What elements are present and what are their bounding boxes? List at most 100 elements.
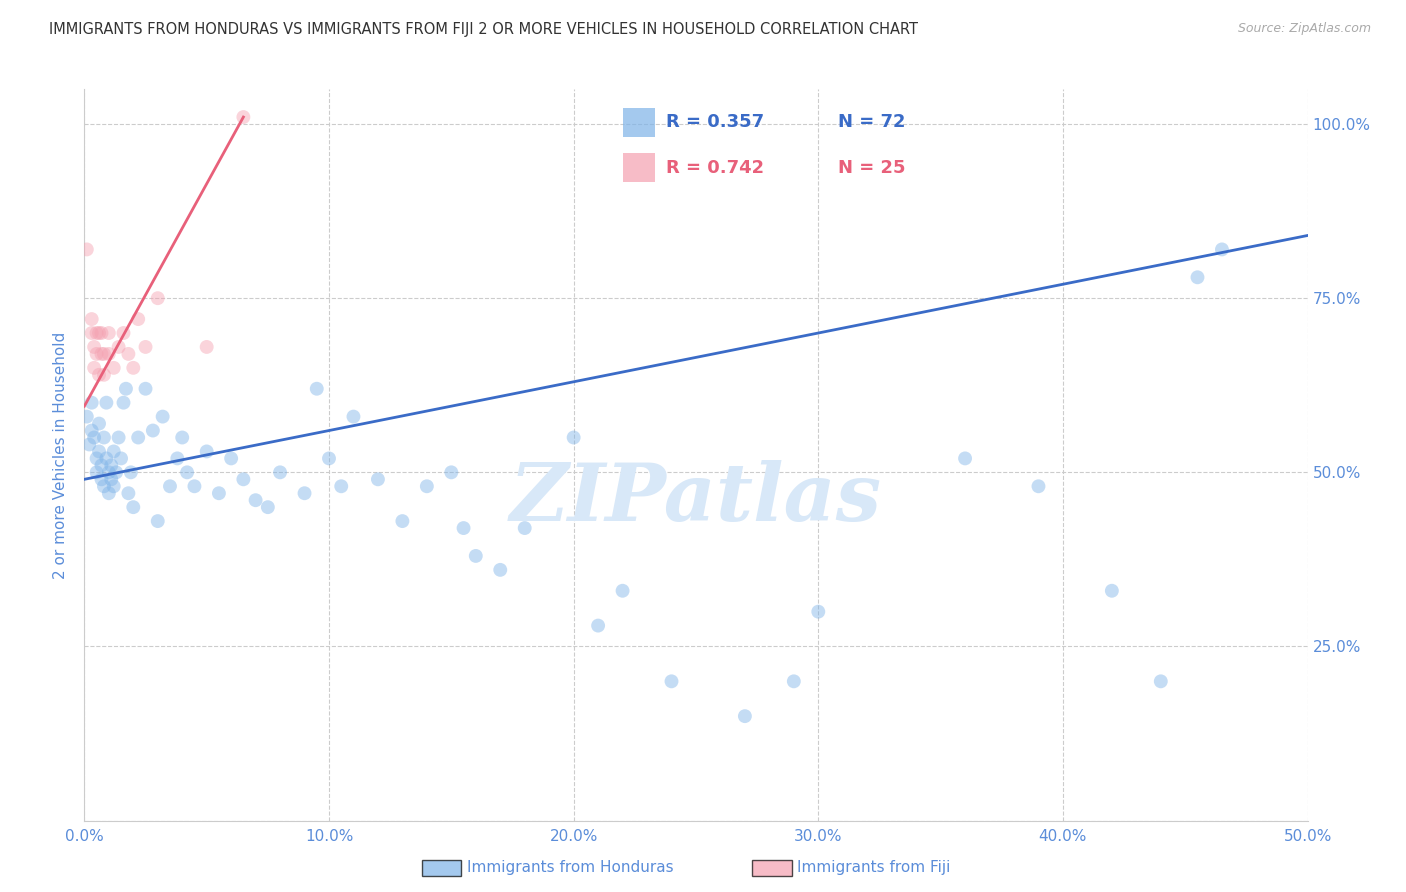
Point [87,444,110,458]
Point [86,326,108,340]
Point [294,486,316,500]
Point [97,347,120,361]
Point [93,479,115,493]
Text: N = 72: N = 72 [838,113,905,131]
Point [1028,479,1050,493]
Point [90,347,112,361]
Point [1187,270,1209,285]
Text: N = 25: N = 25 [838,159,905,177]
Point [93,368,115,382]
Point [90,326,112,340]
Point [87,417,110,431]
Point [440,466,463,480]
Point [367,472,389,486]
Point [135,340,157,354]
Point [176,466,198,480]
Point [97,486,120,500]
Point [112,395,135,409]
Point [127,312,149,326]
Point [257,500,280,515]
Point [80,395,103,409]
Point [661,674,683,689]
Point [318,451,340,466]
Point [152,409,174,424]
Point [416,479,439,493]
Point [127,430,149,444]
Point [1101,583,1123,598]
Point [1150,674,1173,689]
Point [305,382,328,396]
Point [146,291,169,305]
Point [115,382,138,396]
Point [195,340,218,354]
Point [110,451,132,466]
Point [105,466,128,480]
Text: IMMIGRANTS FROM HONDURAS VS IMMIGRANTS FROM FIJI 2 OR MORE VEHICLES IN HOUSEHOLD: IMMIGRANTS FROM HONDURAS VS IMMIGRANTS F… [49,22,918,37]
Point [96,395,118,409]
Point [183,479,205,493]
Point [586,618,609,632]
Point [93,347,115,361]
Text: R = 0.357: R = 0.357 [666,113,765,131]
Point [107,430,129,444]
Point [232,472,254,486]
Text: R = 0.742: R = 0.742 [666,159,765,177]
Bar [623,108,655,136]
Point [172,430,194,444]
Point [112,326,135,340]
Point [90,472,112,486]
Point [783,674,806,689]
Point [269,466,291,480]
Point [734,709,756,723]
Point [953,451,976,466]
Point [464,549,486,563]
Point [453,521,475,535]
Point [87,326,110,340]
Point [100,472,122,486]
Point [342,409,364,424]
Point [90,458,112,473]
Point [122,360,145,375]
Point [122,500,145,515]
Point [219,451,242,466]
Point [208,486,231,500]
Point [87,368,110,382]
Text: Immigrants from Honduras: Immigrants from Honduras [467,861,673,875]
Point [562,430,585,444]
Point [86,466,108,480]
Point [135,382,157,396]
Point [142,424,165,438]
Point [232,110,254,124]
Point [83,430,105,444]
Point [83,340,105,354]
Text: Source: ZipAtlas.com: Source: ZipAtlas.com [1237,22,1371,36]
Point [97,466,120,480]
Point [93,430,115,444]
Point [103,444,125,458]
Point [80,424,103,438]
Point [76,409,98,424]
Point [146,514,169,528]
Point [80,326,103,340]
Point [80,312,103,326]
Point [96,451,118,466]
Bar [623,153,655,182]
Point [489,563,512,577]
Point [159,479,181,493]
Point [391,514,413,528]
Point [1211,243,1233,257]
Point [117,486,139,500]
Point [107,340,129,354]
Text: Immigrants from Fiji: Immigrants from Fiji [797,861,950,875]
Point [77,437,100,451]
Point [612,583,634,598]
Point [103,479,125,493]
Point [97,326,120,340]
Point [195,444,218,458]
Y-axis label: 2 or more Vehicles in Household: 2 or more Vehicles in Household [52,331,67,579]
Point [807,605,830,619]
Point [245,493,267,508]
Point [83,360,105,375]
Point [166,451,188,466]
Point [100,458,122,473]
